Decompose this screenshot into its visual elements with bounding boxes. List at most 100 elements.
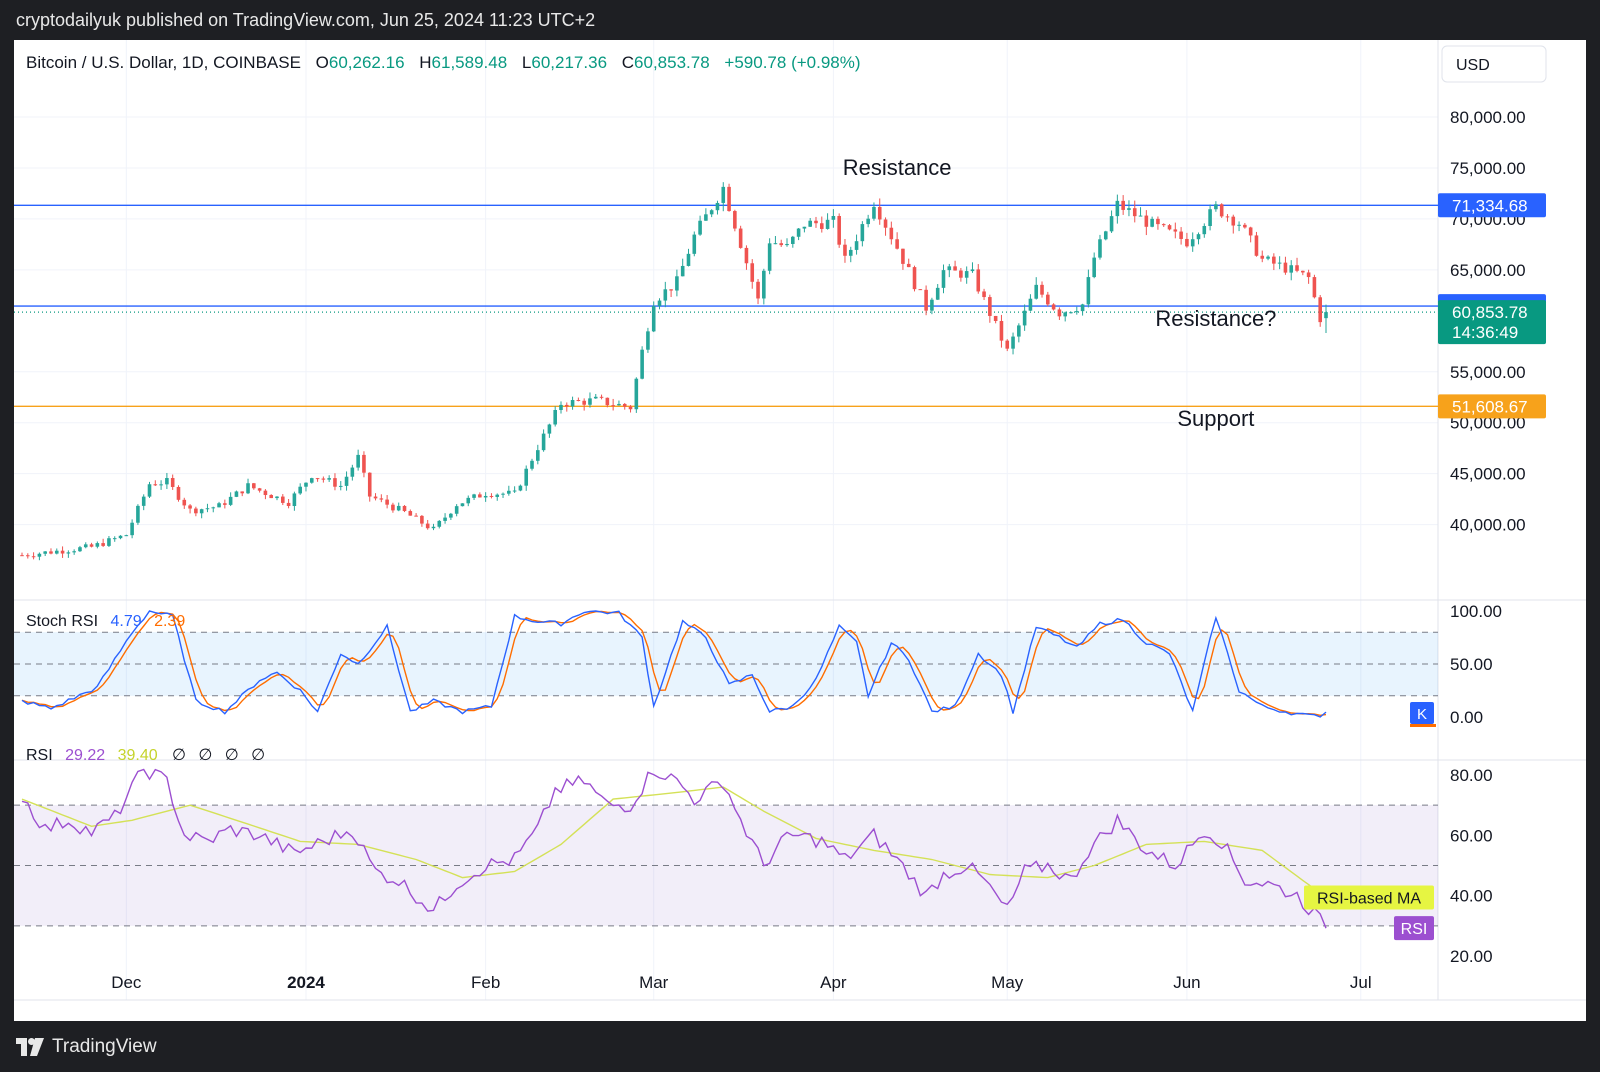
candle[interactable] (309, 477, 314, 484)
candle[interactable] (170, 474, 175, 490)
candle[interactable] (918, 289, 923, 291)
candle[interactable] (402, 505, 407, 513)
candle[interactable] (20, 552, 24, 557)
candle[interactable] (872, 202, 876, 221)
candle[interactable] (895, 232, 899, 250)
annotation-label[interactable]: Support (1177, 406, 1254, 431)
candle[interactable] (176, 485, 181, 502)
rsi-badge[interactable]: RSI (1394, 916, 1434, 941)
candle[interactable] (698, 215, 702, 236)
candle[interactable] (819, 216, 824, 233)
candle[interactable] (269, 494, 274, 499)
stoch-k-badge[interactable]: K (1410, 702, 1436, 727)
candle[interactable] (1289, 260, 1294, 281)
candle[interactable] (733, 209, 737, 232)
candle[interactable] (495, 493, 500, 501)
candle[interactable] (704, 208, 708, 221)
candle[interactable] (582, 398, 586, 411)
candle[interactable] (228, 492, 233, 507)
candle[interactable] (727, 183, 731, 212)
candle[interactable] (211, 506, 216, 513)
candle[interactable] (130, 519, 134, 539)
candle[interactable] (147, 481, 152, 499)
candle[interactable] (1231, 214, 1236, 234)
candle[interactable] (686, 248, 691, 267)
price-badge[interactable]: 71,334.68 (1438, 193, 1546, 218)
candle[interactable] (240, 491, 245, 497)
candle[interactable] (762, 268, 766, 305)
price-badges[interactable]: 71,334.6861,445.3360,853.7814:36:4951,60… (1304, 193, 1546, 941)
candle[interactable] (901, 248, 905, 270)
candle[interactable] (675, 269, 679, 297)
candle[interactable] (449, 512, 453, 521)
candle[interactable] (889, 221, 894, 245)
candle[interactable] (941, 264, 946, 294)
chart-annotations[interactable]: Resistance Resistance? Support (843, 155, 1277, 431)
candle[interactable] (738, 225, 743, 249)
candle[interactable] (999, 314, 1004, 348)
candle[interactable] (657, 298, 662, 310)
candle[interactable] (1324, 304, 1328, 334)
candle[interactable] (199, 508, 204, 519)
candle[interactable] (825, 213, 830, 230)
candle[interactable] (315, 477, 320, 482)
candle[interactable] (263, 489, 268, 500)
candle[interactable] (1306, 269, 1311, 284)
candle[interactable] (338, 481, 343, 491)
candle[interactable] (814, 216, 818, 228)
candle[interactable] (1022, 304, 1027, 331)
candle[interactable] (60, 546, 65, 558)
candle[interactable] (970, 262, 975, 273)
candle[interactable] (1156, 216, 1160, 230)
rsi-ma-badge[interactable]: RSI-based MA (1304, 885, 1434, 910)
candle[interactable] (785, 238, 789, 247)
candle[interactable] (25, 553, 30, 559)
candle[interactable] (327, 475, 331, 482)
candle[interactable] (854, 234, 859, 255)
candle[interactable] (1202, 223, 1207, 238)
candle[interactable] (292, 491, 297, 511)
candle[interactable] (483, 492, 488, 502)
candle[interactable] (611, 398, 615, 411)
candle[interactable] (959, 267, 963, 282)
candle[interactable] (83, 542, 88, 549)
candle[interactable] (1046, 291, 1050, 307)
candle[interactable] (791, 235, 795, 248)
candle[interactable] (564, 402, 569, 412)
candle[interactable] (935, 284, 940, 300)
candle[interactable] (1295, 257, 1299, 273)
candle[interactable] (1190, 232, 1195, 252)
candle[interactable] (304, 482, 308, 492)
candle[interactable] (1011, 332, 1015, 355)
candle[interactable] (37, 552, 42, 561)
candlestick-series[interactable] (20, 182, 1328, 561)
stoch-rsi-series[interactable] (21, 610, 1327, 718)
candle[interactable] (883, 217, 888, 236)
candle[interactable] (286, 499, 291, 509)
candle[interactable] (692, 231, 697, 257)
candle[interactable] (205, 503, 210, 513)
horizontal-levels[interactable] (14, 204, 1438, 408)
candle[interactable] (223, 499, 227, 509)
candle[interactable] (489, 493, 494, 499)
candle[interactable] (924, 285, 928, 316)
candle[interactable] (547, 423, 552, 438)
candle[interactable] (1092, 252, 1096, 279)
candle[interactable] (877, 198, 882, 225)
candle[interactable] (680, 258, 685, 277)
candle[interactable] (773, 236, 778, 245)
candle[interactable] (1109, 210, 1114, 233)
candle[interactable] (141, 494, 146, 511)
candle[interactable] (1301, 270, 1305, 276)
candle[interactable] (31, 552, 36, 560)
candle[interactable] (1069, 311, 1073, 314)
candle[interactable] (1283, 256, 1288, 275)
candle[interactable] (640, 346, 644, 380)
candle[interactable] (194, 506, 198, 517)
candle[interactable] (414, 513, 418, 517)
candle[interactable] (425, 519, 430, 530)
candle[interactable] (1272, 253, 1276, 271)
candle[interactable] (1017, 323, 1021, 343)
candle[interactable] (281, 494, 285, 506)
